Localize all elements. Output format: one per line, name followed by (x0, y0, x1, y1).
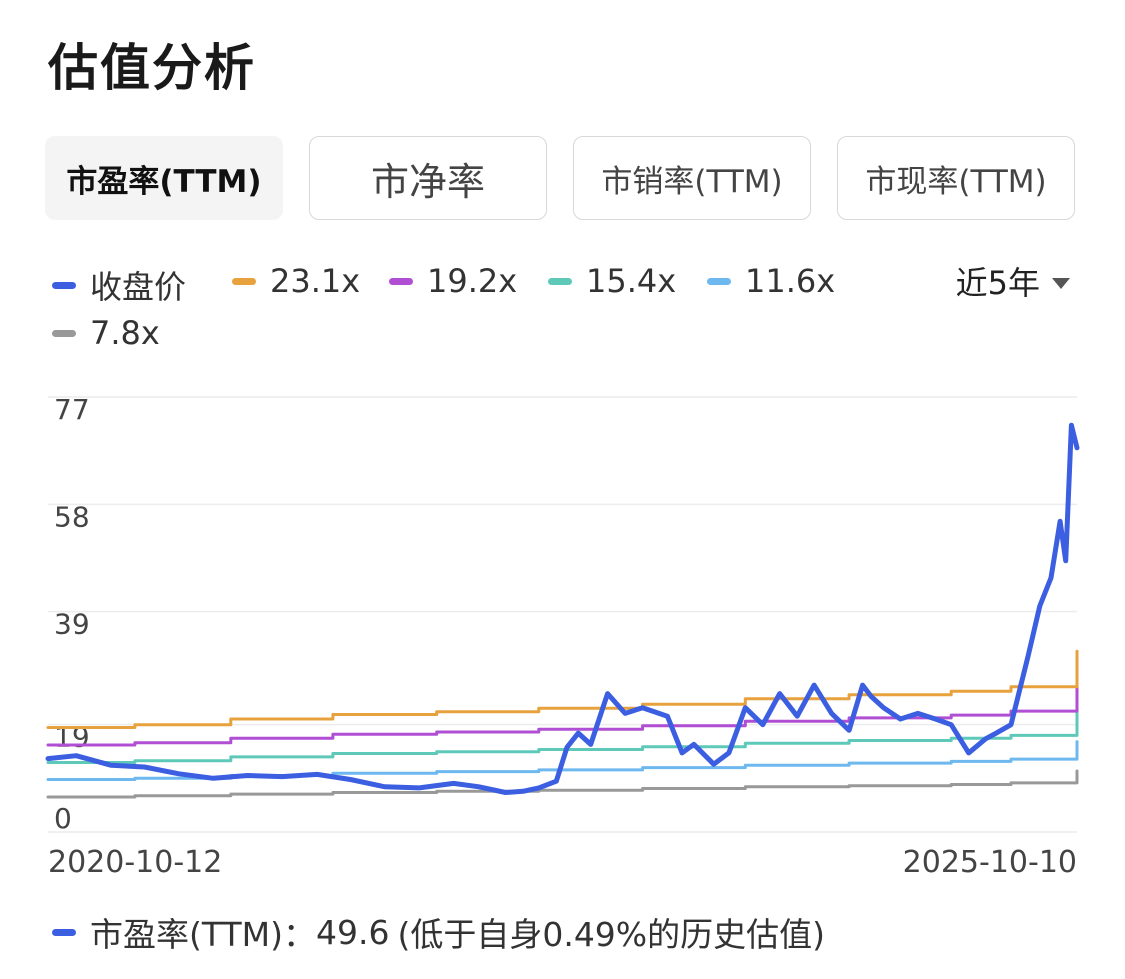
legend-swatch (707, 277, 731, 285)
legend-swatch (52, 281, 76, 289)
legend-item-116x[interactable]: 11.6x (707, 262, 835, 300)
tab-pb[interactable]: 市净率 (309, 136, 547, 220)
footer-value: 49.6 (315, 912, 390, 952)
tab-pcf-ttm[interactable]: 市现率(TTM) (837, 136, 1075, 220)
page-title: 估值分析 (48, 39, 256, 97)
legend-item-78x[interactable]: 7.8x (52, 314, 160, 352)
range-dropdown-label: 近5年 (955, 264, 1040, 302)
legend-item-154x[interactable]: 15.4x (548, 262, 676, 300)
valuation-tabs: 市盈率(TTM) 市净率 市销率(TTM) 市现率(TTM) (45, 136, 1077, 220)
footer-note: (低于自身0.49%的历史估值) (397, 915, 826, 954)
legend-label: 11.6x (745, 262, 836, 300)
legend-label: 19.2x (427, 262, 518, 300)
caret-down-icon (1052, 277, 1070, 289)
legend-swatch (548, 277, 572, 285)
range-dropdown[interactable]: 近5年 (956, 258, 1070, 304)
tab-pe-ttm[interactable]: 市盈率(TTM) (45, 136, 283, 220)
current-valuation-summary: 市盈率(TTM)： 49.6 (低于自身0.49%的历史估值) (52, 908, 825, 956)
legend-label: 7.8x (90, 314, 160, 352)
legend-label: 23.1x (270, 262, 361, 300)
y-tick-label: 77 (54, 393, 90, 426)
series-line-price (45, 422, 1080, 795)
legend-label: 15.4x (586, 262, 677, 300)
legend-item-price[interactable]: 收盘价 (52, 262, 186, 308)
legend-swatch (232, 277, 256, 285)
legend-item-231x[interactable]: 23.1x (232, 262, 360, 300)
legend-swatch (52, 329, 76, 337)
y-tick-label: 58 (54, 500, 90, 533)
footer-swatch (52, 928, 76, 936)
x-tick-label-start: 2020-10-12 (48, 845, 223, 880)
legend-item-192x[interactable]: 19.2x (389, 262, 517, 300)
series-line-192x (46, 680, 1079, 747)
series-line-78x (46, 769, 1079, 799)
y-tick-label: 0 (54, 802, 72, 835)
y-tick-label: 19 (54, 721, 90, 754)
legend-label: 收盘价 (90, 268, 187, 306)
y-tick-label: 39 (54, 608, 90, 641)
legend-swatch (389, 277, 413, 285)
series-line-154x (46, 710, 1079, 764)
tab-ps-ttm[interactable]: 市销率(TTM) (573, 136, 811, 220)
x-tick-label-end: 2025-10-10 (902, 845, 1077, 880)
footer-label: 市盈率(TTM)： (90, 915, 316, 954)
